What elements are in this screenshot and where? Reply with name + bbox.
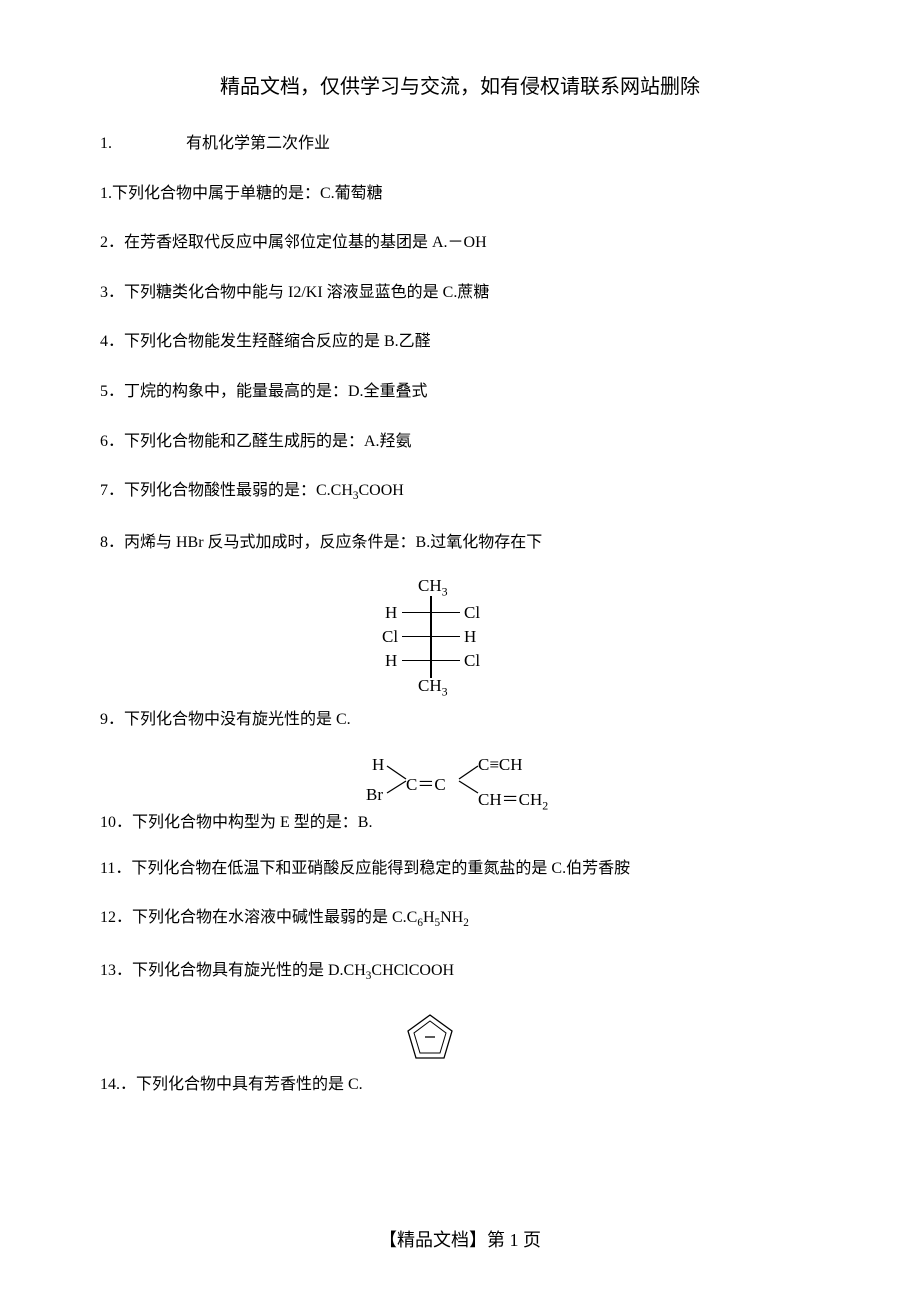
question-1: 1.下列化合物中属于单糖的是：C.葡萄糖 — [100, 181, 820, 207]
q12-prefix: 12．下列化合物在水溶液中碱性最弱的是 C.C — [100, 909, 417, 926]
chem-bottom: CH3 — [418, 676, 448, 699]
chem-hline-3 — [402, 660, 460, 662]
q7-suffix: COOH — [359, 482, 404, 499]
title-line: 1. 有机化学第二次作业 — [100, 131, 820, 157]
r3-right: Cl — [464, 651, 480, 671]
r1-right: Cl — [464, 603, 480, 623]
alkene-structure: H Br C＝C C≡CH CH＝CH2 — [360, 753, 580, 808]
question-7: 7．下列化合物酸性最弱的是：C.CH3COOH — [100, 478, 820, 506]
alk-br: CH＝CH2 — [478, 785, 548, 813]
q13-prefix: 13．下列化合物具有旋光性的是 D.CH — [100, 962, 366, 979]
alk-center: C＝C — [406, 770, 446, 795]
r1-left: H — [385, 603, 397, 623]
question-14-wrapper: 14.．下列化合物中具有芳香性的是 C. — [100, 1010, 820, 1094]
question-6: 6．下列化合物能和乙醛生成肟的是：A.羟氨 — [100, 429, 820, 455]
alk-tl: H — [372, 755, 384, 775]
question-14-text: 14.．下列化合物中具有芳香性的是 C. — [100, 1070, 820, 1094]
page-header: 精品文档，仅供学习与交流，如有侵权请联系网站删除 — [100, 70, 820, 99]
r3-left: H — [385, 651, 397, 671]
question-10-text: 10．下列化合物中构型为 E 型的是：B. — [100, 808, 820, 832]
q7-prefix: 7．下列化合物酸性最弱的是：C.CH — [100, 482, 353, 499]
question-11: 11．下列化合物在低温下和亚硝酸反应能得到稳定的重氮盐的是 C.伯芳香胺 — [100, 856, 820, 882]
question-5: 5．丁烷的构象中，能量最高的是：D.全重叠式 — [100, 379, 820, 405]
q13-suffix: CHClCOOH — [371, 962, 454, 979]
alk-bl: Br — [366, 785, 383, 805]
r2-right: H — [464, 627, 476, 647]
question-13: 13．下列化合物具有旋光性的是 D.CH3CHClCOOH — [100, 958, 820, 986]
question-9-wrapper: CH3 H Cl Cl H H Cl CH3 9．下列化合物中没有旋光性的是 C… — [100, 580, 820, 729]
r2-left: Cl — [382, 627, 398, 647]
title-text: 有机化学第二次作业 — [186, 135, 330, 152]
title-num: 1. — [100, 135, 112, 152]
alk-tr: C≡CH — [478, 755, 523, 775]
chem-top: CH3 — [418, 576, 448, 599]
q12-mid1: H — [423, 909, 435, 926]
q12-mid2: NH — [440, 909, 463, 926]
question-2: 2．在芳香烃取代反应中属邻位定位基的基团是 A.－OH — [100, 230, 820, 256]
cyclopentadienyl-icon — [400, 1010, 460, 1065]
question-3: 3．下列糖类化合物中能与 I2/KI 溶液显蓝色的是 C.蔗糖 — [100, 280, 820, 306]
question-12: 12．下列化合物在水溶液中碱性最弱的是 C.C6H5NH2 — [100, 905, 820, 933]
chem-hline-1 — [402, 612, 460, 614]
page-footer: 【精品文档】第 1 页 — [0, 1226, 920, 1252]
q12-sub3: 2 — [463, 918, 469, 930]
fischer-projection: CH3 H Cl Cl H H Cl CH3 — [360, 580, 500, 700]
question-9-text: 9．下列化合物中没有旋光性的是 C. — [100, 705, 820, 729]
chem-hline-2 — [402, 636, 460, 638]
question-10-wrapper: H Br C＝C C≡CH CH＝CH2 10．下列化合物中构型为 E 型的是：… — [100, 753, 820, 832]
question-8: 8．丙烯与 HBr 反马式加成时，反应条件是：B.过氧化物存在下 — [100, 530, 820, 556]
question-4: 4．下列化合物能发生羟醛缩合反应的是 B.乙醛 — [100, 329, 820, 355]
